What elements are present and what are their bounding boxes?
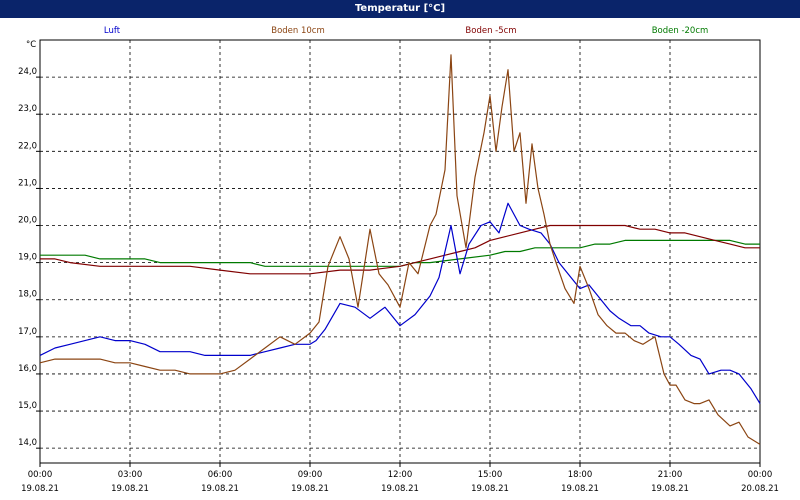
y-tick-label: 20,0: [18, 216, 37, 226]
y-tick-label: 14,0: [18, 438, 37, 448]
x-tick-time: 03:00: [118, 470, 143, 480]
legend-entry: Boden -5cm: [465, 26, 516, 36]
series-line-boden-20cm: [40, 239, 760, 267]
x-tick-date: 19.08.21: [651, 484, 689, 494]
y-tick-label: 18,0: [18, 290, 37, 300]
x-tick-date: 19.08.21: [111, 484, 149, 494]
x-tick-time: 00:00: [748, 470, 773, 480]
x-tick-date: 19.08.21: [201, 484, 239, 494]
x-tick-date: 19.08.21: [291, 484, 329, 494]
y-tick-label: 17,0: [18, 327, 37, 337]
series-line-boden-5cm: [40, 224, 760, 275]
x-tick-time: 06:00: [208, 470, 233, 480]
legend-entry: Boden -20cm: [652, 26, 709, 36]
series-line-luft: [39, 202, 761, 404]
x-tick-time: 15:00: [478, 470, 503, 480]
x-tick-time: 12:00: [388, 470, 413, 480]
x-tick-time: 18:00: [568, 470, 593, 480]
legend-entry: Boden 10cm: [271, 26, 325, 36]
y-tick-label: 16,0: [18, 364, 37, 374]
series-line-boden-10cm: [39, 54, 761, 445]
chart-title: Temperatur [°C]: [0, 0, 800, 18]
legend-entry: Luft: [104, 26, 121, 36]
x-tick-date: 19.08.21: [21, 484, 59, 494]
x-tick-time: 21:00: [658, 470, 683, 480]
x-tick-time: 00:00: [28, 470, 53, 480]
y-axis-unit: °C: [26, 40, 36, 50]
y-tick-label: 23,0: [18, 104, 37, 114]
x-tick-time: 09:00: [298, 470, 323, 480]
y-tick-label: 19,0: [18, 253, 37, 263]
x-tick-date: 19.08.21: [381, 484, 419, 494]
y-tick-label: 24,0: [18, 67, 37, 77]
y-tick-label: 22,0: [18, 141, 37, 151]
y-tick-label: 15,0: [18, 401, 37, 411]
y-tick-label: 21,0: [18, 178, 37, 188]
x-tick-date: 19.08.21: [561, 484, 599, 494]
x-tick-date: 20.08.21: [741, 484, 779, 494]
x-tick-date: 19.08.21: [471, 484, 509, 494]
